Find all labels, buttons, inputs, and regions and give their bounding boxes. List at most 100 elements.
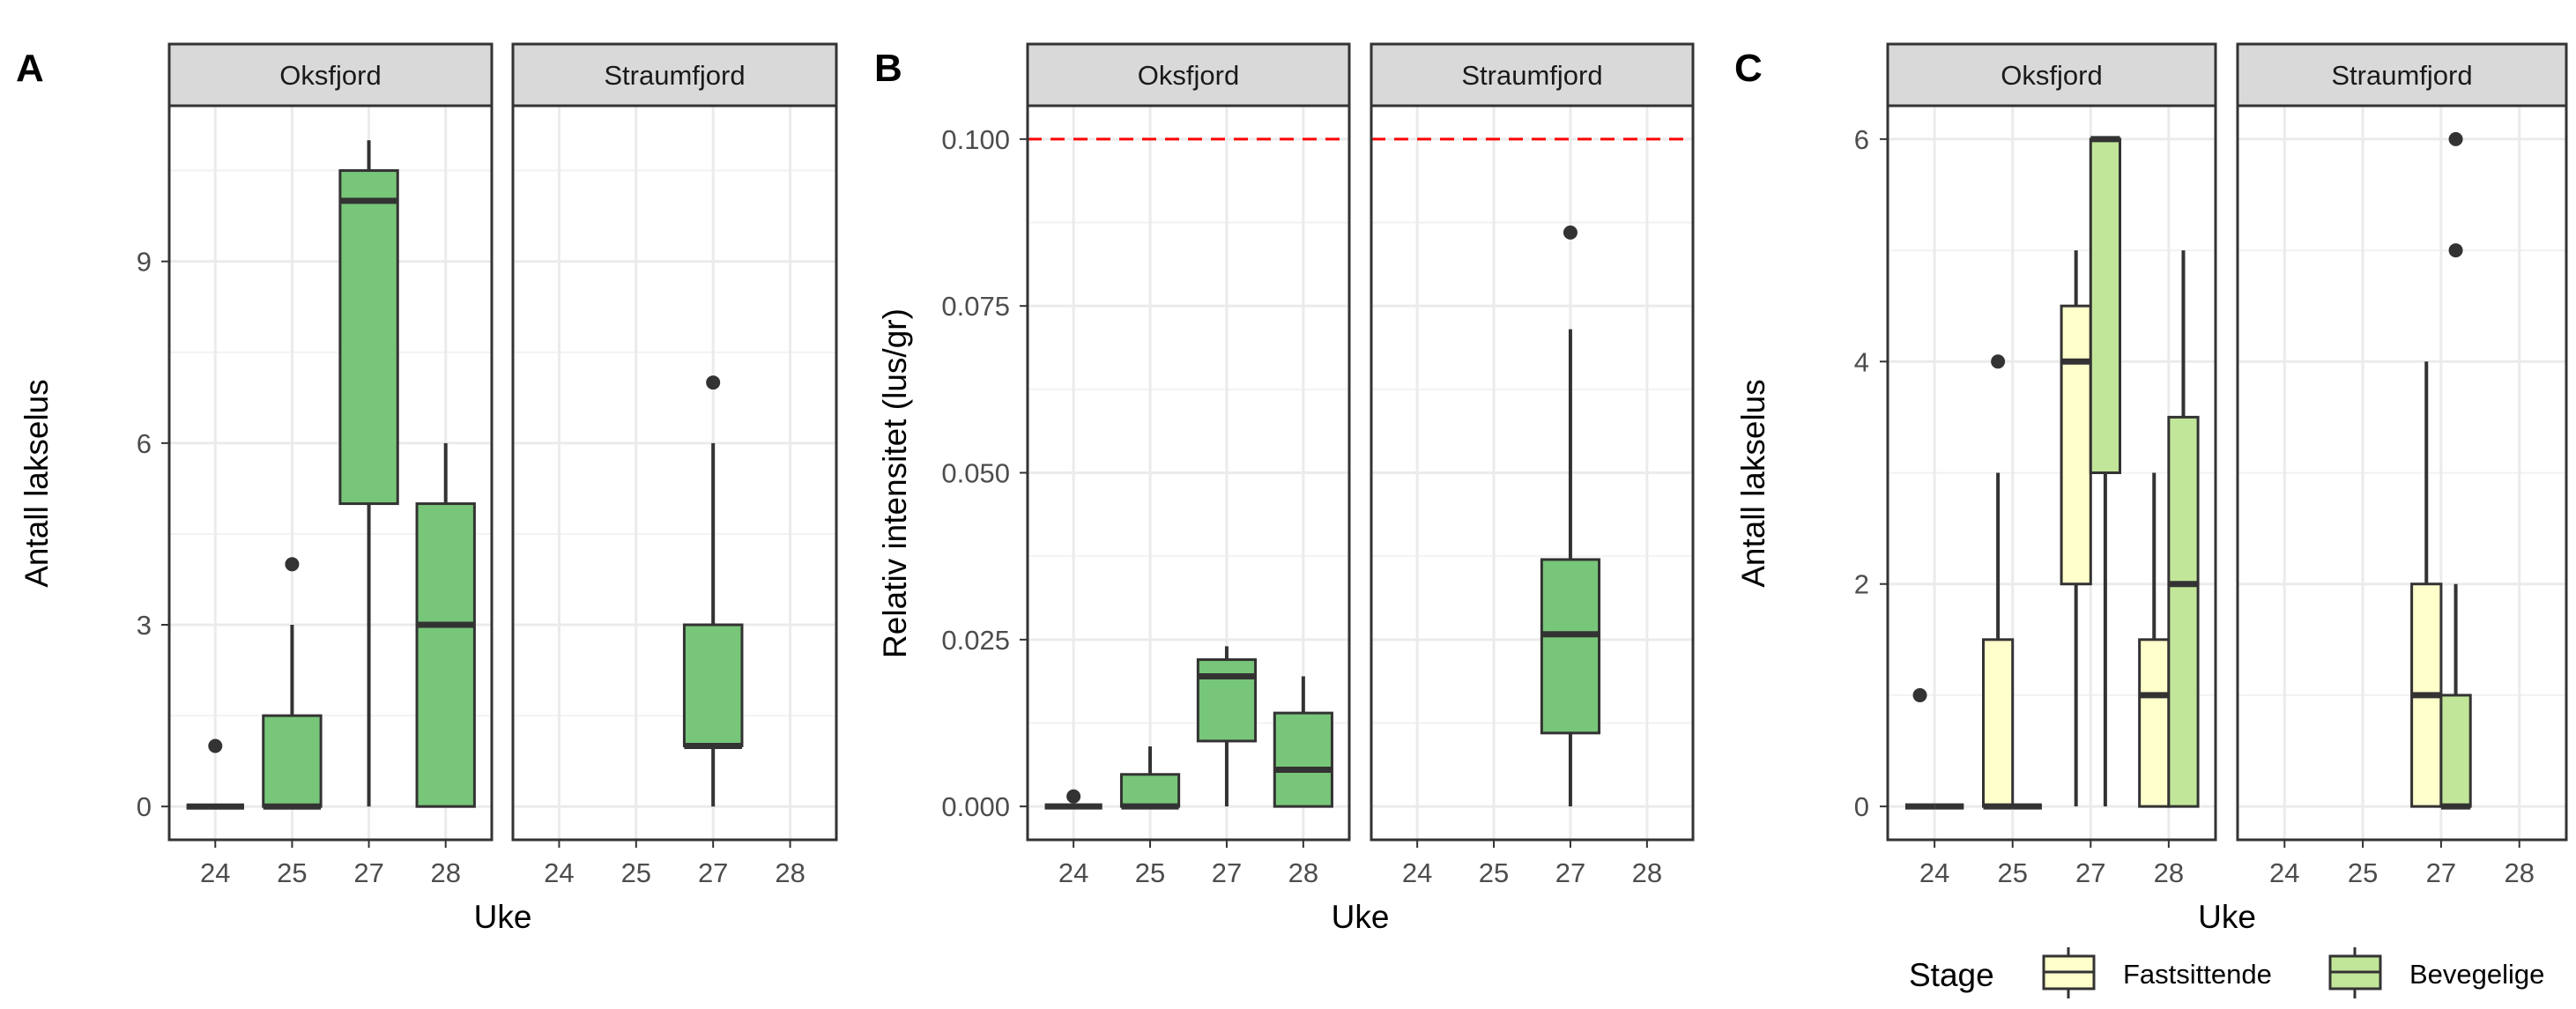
x-axis-title: Uke: [2198, 899, 2256, 935]
outlier-point: [1991, 354, 2006, 369]
box-week-24: [1044, 789, 1102, 810]
legend: Stage Fastsittende Bevegelige: [1909, 947, 2544, 998]
facet-strip-label: Oksfjord: [2001, 60, 2102, 91]
y-tick-label: 0: [1854, 791, 1869, 822]
x-tick-label: 25: [1135, 857, 1165, 888]
box-week-27-fastsittende: [2060, 250, 2092, 807]
facet-strip: [511, 42, 838, 108]
box: [1540, 558, 1601, 735]
box-week-28: [415, 442, 476, 808]
y-tick-label: 4: [1854, 346, 1869, 377]
facet-strip-label: Straumfjord: [604, 60, 745, 91]
panel-letter: A: [16, 47, 44, 90]
box-week-27-fastsittende: [2410, 361, 2443, 808]
panel-letter: B: [874, 47, 902, 90]
x-axis-title: Uke: [474, 899, 532, 935]
panel-background: [513, 106, 836, 840]
box: [1982, 638, 2015, 808]
x-tick-label: 27: [2075, 857, 2105, 888]
facet-straumfjord: 24 25 27 28 Straumfjord: [511, 42, 838, 888]
outlier-point: [285, 557, 300, 572]
box: [1196, 658, 1258, 743]
x-tick-label: 27: [2426, 857, 2456, 888]
box-week-28-fastsittende: [2138, 472, 2171, 808]
y-tick-label: 0.050: [941, 458, 1010, 489]
chart-panel-b: B 24 25 27 28 Oksfjord 24 25 27 28 Straumfjord 0.00…: [874, 42, 1695, 935]
legend-key-fastsittende: [2042, 947, 2096, 998]
box-week-27-bevegelige: [2439, 131, 2472, 810]
facet-strip-label: Oksfjord: [1138, 60, 1239, 91]
x-tick-label: 24: [544, 857, 574, 888]
legend-label: Fastsittende: [2123, 959, 2272, 990]
x-tick-label: 24: [1058, 857, 1088, 888]
outlier-point: [208, 738, 223, 753]
x-tick-label: 25: [2348, 857, 2378, 888]
box: [2167, 415, 2200, 808]
x-tick-label: 25: [277, 857, 307, 888]
x-tick-label: 24: [200, 857, 230, 888]
facet-strip: [1370, 42, 1695, 108]
outlier-point: [1912, 687, 1927, 702]
facet-oksfjord: 24 25 27 28 Oksfjord: [167, 42, 494, 888]
box: [262, 714, 323, 808]
box: [2060, 304, 2092, 586]
y-tick-label: 3: [137, 610, 152, 641]
box-week-28: [1273, 676, 1333, 808]
y-axis-title: Antall lakselus: [1735, 379, 1771, 588]
box-week-27: [682, 375, 744, 807]
legend-key-bevegelige: [2328, 947, 2382, 998]
facet-strip-label: Straumfjord: [1461, 60, 1602, 91]
outlier-point: [1563, 225, 1578, 240]
y-axis-title: Antall lakselus: [19, 379, 55, 588]
x-tick-label: 24: [2269, 857, 2299, 888]
facet-oksfjord: 24 25 27 28 Oksfjord: [1026, 42, 1351, 888]
box-week-27: [1540, 225, 1601, 807]
facet-strip: [1026, 42, 1351, 108]
x-tick-label: 25: [1479, 857, 1509, 888]
chart-panel-a: A 24 25 27 28 Oksfjord 24 25 27 28 Straumfjord 0 3 6 9…: [16, 42, 838, 935]
y-tick-label: 0.025: [941, 625, 1010, 656]
x-tick-label: 24: [1402, 857, 1432, 888]
box-week-27-bevegelige: [2089, 136, 2121, 807]
box-week-25-fastsittende: [1982, 354, 2015, 810]
facet-strip: [2236, 42, 2568, 108]
x-tick-label: 25: [621, 857, 651, 888]
x-tick-label: 25: [1997, 857, 2027, 888]
y-tick-label: 9: [137, 247, 152, 278]
legend-label: Bevegelige: [2409, 959, 2544, 990]
y-tick-label: 0.075: [941, 291, 1010, 322]
x-tick-label: 28: [1632, 857, 1662, 888]
facet-strip: [167, 42, 494, 108]
x-tick-label: 28: [2504, 857, 2534, 888]
box: [415, 502, 476, 808]
box-week-25: [262, 557, 323, 810]
box: [682, 623, 744, 747]
box-week-25: [1119, 746, 1181, 810]
legend-title: Stage: [1909, 957, 1994, 993]
facet-oksfjord: 24 25 27 28 Oksfjord: [1886, 42, 2217, 888]
y-axis-title: Relativ intensitet (lus/gr): [877, 308, 913, 658]
box: [338, 169, 399, 506]
box-week-24-fastsittende: [1904, 687, 1935, 810]
y-tick-label: 0.100: [941, 124, 1010, 155]
panel-letter: C: [1734, 47, 1763, 90]
box-week-28-bevegelige: [2167, 250, 2200, 808]
facet-straumfjord: 24 25 27 28 Straumfjord: [1370, 42, 1695, 888]
outlier-point: [1066, 789, 1081, 804]
facet-straumfjord: 24 25 27 28 Straumfjord: [2236, 42, 2568, 888]
facet-strip-label: Oksfjord: [279, 60, 381, 91]
x-tick-label: 27: [1212, 857, 1242, 888]
y-tick-label: 2: [1854, 569, 1869, 600]
box: [2138, 638, 2171, 808]
y-tick-label: 6: [1854, 124, 1869, 155]
x-tick-label: 28: [1288, 857, 1318, 888]
facet-strip: [1886, 42, 2217, 108]
outlier-point: [2448, 131, 2463, 146]
box-week-24: [186, 738, 244, 810]
facet-strip-label: Straumfjord: [2331, 60, 2472, 91]
x-tick-label: 27: [353, 857, 383, 888]
x-tick-label: 24: [1919, 857, 1949, 888]
outlier-point: [706, 375, 721, 390]
x-tick-label: 28: [430, 857, 460, 888]
